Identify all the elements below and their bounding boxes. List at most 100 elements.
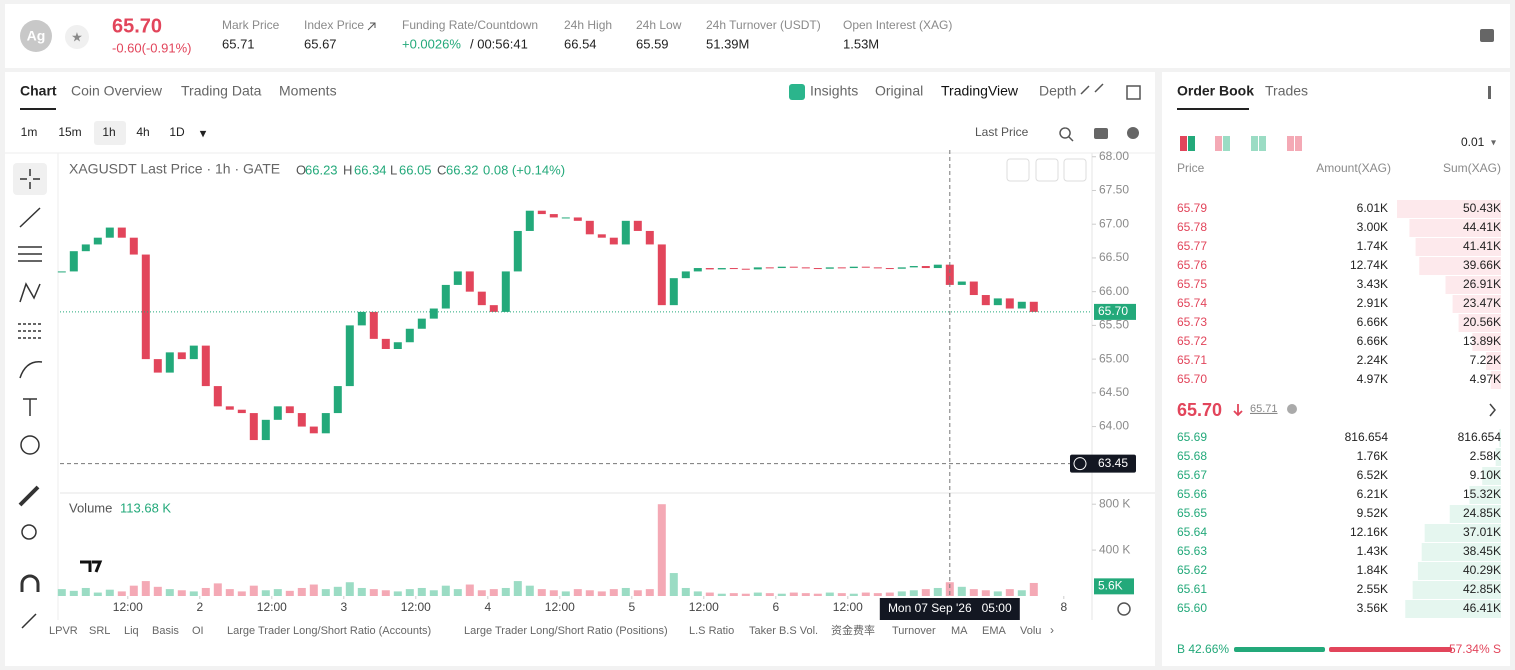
ob-tab[interactable]: Trades xyxy=(1265,83,1308,99)
ob-price[interactable]: 65.65 xyxy=(1177,506,1207,520)
text-tool[interactable] xyxy=(23,398,37,416)
ob-price[interactable]: 65.60 xyxy=(1177,601,1207,615)
ob-price[interactable]: 65.77 xyxy=(1177,239,1207,253)
line-tool[interactable] xyxy=(19,207,41,228)
chart-control[interactable] xyxy=(1035,158,1059,182)
interval[interactable]: 1D xyxy=(169,125,185,139)
indicator-tab[interactable]: LPVR xyxy=(49,625,78,637)
axis-settings-icon[interactable] xyxy=(1117,602,1131,616)
ob-price[interactable]: 65.66 xyxy=(1177,487,1207,501)
magnet-tool[interactable] xyxy=(20,574,40,592)
indicator-more[interactable]: › xyxy=(1050,623,1054,637)
ob-price[interactable]: 65.79 xyxy=(1177,201,1207,215)
chart-control[interactable] xyxy=(1063,158,1087,182)
interval[interactable]: 1m xyxy=(21,125,38,139)
ob-price[interactable]: 65.64 xyxy=(1177,525,1207,539)
brush-tool[interactable] xyxy=(19,361,43,379)
ob-price[interactable]: 65.68 xyxy=(1177,449,1207,463)
volume-bar xyxy=(717,593,726,596)
indicator-tab[interactable]: OI xyxy=(192,625,204,637)
indicator-tab[interactable]: SRL xyxy=(89,625,110,637)
view-mode[interactable] xyxy=(1215,136,1222,151)
view-tab[interactable]: TradingView xyxy=(941,83,1019,99)
ob-price[interactable]: 65.72 xyxy=(1177,334,1207,348)
x-tick-label: 5 xyxy=(628,600,635,614)
candle xyxy=(597,234,606,238)
indicator-tab[interactable]: Large Trader Long/Short Ratio (Accounts) xyxy=(227,625,431,637)
candle xyxy=(861,266,870,268)
view-mode[interactable] xyxy=(1188,136,1195,151)
ruler-tool[interactable] xyxy=(18,485,40,507)
candle xyxy=(489,305,498,312)
volume-bar xyxy=(201,587,210,596)
chart-tab[interactable]: Trading Data xyxy=(181,83,262,99)
view-tab[interactable]: Depth xyxy=(1039,83,1076,99)
projection-tool[interactable] xyxy=(18,323,42,339)
volume-bar xyxy=(657,504,666,596)
emoji-tool[interactable] xyxy=(20,435,40,455)
candle xyxy=(573,217,582,221)
candle xyxy=(621,220,630,245)
indicator-tab[interactable]: Liq xyxy=(124,625,139,637)
interval[interactable]: 1h xyxy=(102,125,115,139)
indicator-tab[interactable]: MA xyxy=(951,625,968,637)
price-source[interactable]: Last Price xyxy=(975,125,1029,139)
ob-price[interactable]: 65.70 xyxy=(1177,372,1207,386)
view-mode[interactable] xyxy=(1251,136,1258,151)
indicator-tab[interactable]: Volu xyxy=(1020,625,1041,637)
view-mode[interactable] xyxy=(1223,136,1230,151)
ob-price[interactable]: 65.75 xyxy=(1177,277,1207,291)
ob-price[interactable]: 65.67 xyxy=(1177,468,1207,482)
volume-bar xyxy=(345,582,354,596)
interval[interactable]: 4h xyxy=(136,125,149,139)
pencil-tool[interactable] xyxy=(21,613,37,629)
interval-dropdown[interactable]: ▾ xyxy=(200,125,207,140)
indicator-tab[interactable]: EMA xyxy=(982,625,1007,637)
y-tick-label: 66.50 xyxy=(1099,250,1129,264)
indicator-tab[interactable]: Turnover xyxy=(892,625,936,637)
fullscreen-icon[interactable] xyxy=(1080,83,1104,95)
pattern-tool[interactable] xyxy=(19,282,41,303)
view-tab[interactable]: Insights xyxy=(810,83,858,99)
view-mode[interactable] xyxy=(1287,136,1294,151)
ob-price[interactable]: 65.74 xyxy=(1177,296,1207,310)
camera-icon[interactable] xyxy=(1094,128,1108,139)
indicator-tab[interactable]: L.S Ratio xyxy=(689,625,734,637)
zoom-tool[interactable] xyxy=(21,524,37,540)
indicator-tab[interactable]: 资金费率 xyxy=(831,623,875,637)
ob-tab[interactable]: Order Book xyxy=(1177,83,1254,99)
interval[interactable]: 15m xyxy=(58,125,81,139)
view-mode[interactable] xyxy=(1295,136,1302,151)
ob-price[interactable]: 65.78 xyxy=(1177,220,1207,234)
ob-price[interactable]: 65.62 xyxy=(1177,563,1207,577)
window-icon[interactable] xyxy=(1126,85,1141,100)
search-icon[interactable] xyxy=(1059,127,1074,142)
fib-tool[interactable] xyxy=(18,246,42,262)
view-mode[interactable] xyxy=(1180,136,1187,151)
more-icon[interactable] xyxy=(1488,86,1491,99)
view-mode[interactable] xyxy=(1259,136,1266,151)
view-tab[interactable]: Original xyxy=(875,83,923,99)
indicator-tab[interactable]: Taker B.S Vol. xyxy=(749,625,818,637)
ob-price[interactable]: 65.61 xyxy=(1177,582,1207,596)
crosshair-tool[interactable] xyxy=(20,169,40,189)
chart-tab[interactable]: Coin Overview xyxy=(71,83,163,99)
precision[interactable]: 0.01 xyxy=(1461,135,1485,149)
chart-tab[interactable]: Moments xyxy=(279,83,337,99)
ob-amount: 6.66K xyxy=(1357,334,1388,348)
ob-price[interactable]: 65.73 xyxy=(1177,315,1207,329)
ob-price[interactable]: 65.76 xyxy=(1177,258,1207,272)
depth-bar xyxy=(1490,371,1501,389)
ob-price[interactable]: 65.63 xyxy=(1177,544,1207,558)
settings-icon[interactable] xyxy=(1480,29,1494,42)
expand-arrow[interactable] xyxy=(1489,403,1496,417)
indicator-tab[interactable]: Basis xyxy=(152,625,179,637)
gear-icon[interactable] xyxy=(1127,127,1139,139)
ob-price[interactable]: 65.69 xyxy=(1177,430,1207,444)
indicator-tab[interactable]: Large Trader Long/Short Ratio (Positions… xyxy=(464,625,668,637)
chart-control[interactable] xyxy=(1006,158,1030,182)
chart-tab[interactable]: Chart xyxy=(20,83,57,99)
favorite-button[interactable] xyxy=(65,25,89,49)
ob-price[interactable]: 65.71 xyxy=(1177,353,1207,367)
depth-bar xyxy=(1472,333,1501,351)
